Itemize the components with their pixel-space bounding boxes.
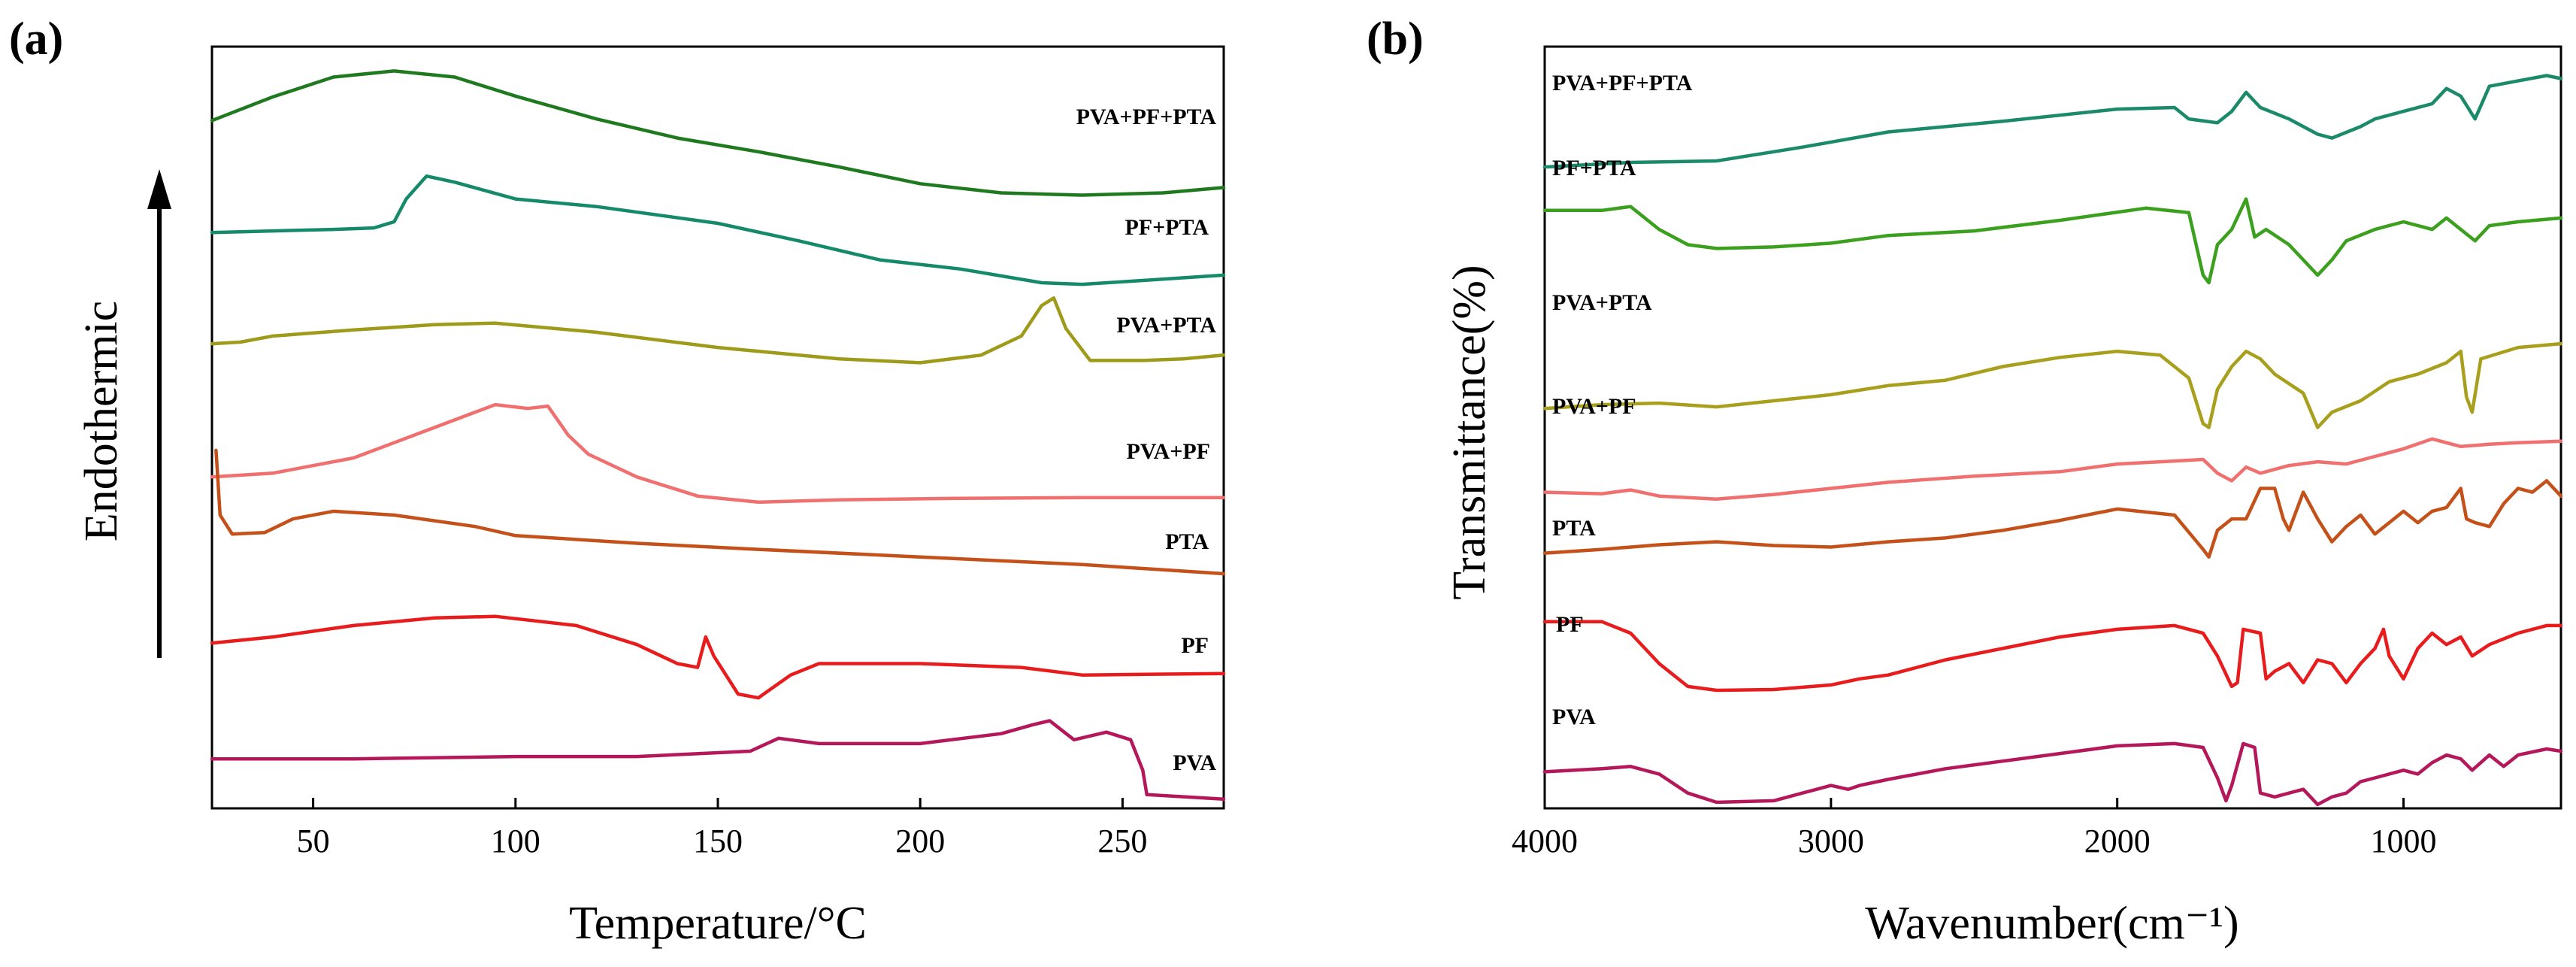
panel-a-x-tick-label: 100 bbox=[491, 823, 540, 859]
panel-a-label-pf-pta: PF+PTA bbox=[1125, 215, 1209, 240]
panel-a-x-tick-label: 150 bbox=[693, 823, 743, 859]
panel-a-x-tick-label: 200 bbox=[895, 823, 945, 859]
panel-a-x-ticks: 50 100 150 200 250 bbox=[297, 798, 1147, 859]
panel-a-series-pva-pf-pta bbox=[210, 69, 1226, 197]
panel-b-label-pf-pta: PF+PTA bbox=[1552, 156, 1636, 180]
panel-b-plot-frame bbox=[1543, 45, 2562, 810]
panel-a-series-pva-pta bbox=[210, 296, 1226, 365]
panel-a-x-tick-label: 250 bbox=[1097, 823, 1147, 859]
panel-b-label-pva-pf: PVA+PF bbox=[1552, 394, 1636, 419]
panel-b-series-pva bbox=[1542, 741, 2563, 807]
endothermic-arrow-head bbox=[147, 169, 171, 209]
panel-a-label-pva-pf-pta: PVA+PF+PTA bbox=[1076, 105, 1217, 129]
panel-b-label-pva-pta: PVA+PTA bbox=[1552, 290, 1652, 315]
panel-b-label-pta: PTA bbox=[1552, 516, 1596, 541]
panel-a-series-labels: PVA+PF+PTA PF+PTA PVA+PTA PVA+PF PTA PF PVA bbox=[1076, 105, 1217, 775]
panel-a-plot-frame bbox=[210, 45, 1225, 810]
panel-a-label-pva: PVA bbox=[1173, 750, 1216, 775]
panel-b-x-tick-label: 4000 bbox=[1512, 823, 1578, 859]
panel-b-x-axis-title: Wavenumber(cm⁻¹) bbox=[1865, 898, 2238, 949]
panel-a-series-pf-pta bbox=[210, 174, 1226, 286]
panel-b-label-pva-pf-pta: PVA+PF+PTA bbox=[1552, 71, 1693, 95]
panel-b-x-tick-label: 3000 bbox=[1798, 823, 1864, 859]
panel-a-label-pva-pta: PVA+PTA bbox=[1116, 313, 1216, 338]
panel-a-label-pf: PF bbox=[1181, 633, 1209, 658]
panel-b-series-pf bbox=[1542, 620, 2563, 693]
panel-b-x-tick-label: 1000 bbox=[2371, 823, 2437, 859]
panel-b-series-labels: PVA+PF+PTA PF+PTA PVA+PTA PVA+PF PTA PF PVA bbox=[1552, 71, 1693, 729]
panel-a-x-axis-title: Temperature/°C bbox=[569, 898, 867, 949]
panel-b-x-ticks: 4000 3000 2000 1000 bbox=[1512, 798, 2437, 859]
panel-b-series-pta bbox=[1542, 479, 2563, 559]
panel-b-label-pf: PF bbox=[1556, 612, 1584, 637]
panel-b-x-tick-label: 2000 bbox=[2084, 823, 2151, 859]
panel-a-series-pta bbox=[214, 448, 1226, 576]
panel-a-y-axis-title: Endothermic bbox=[76, 301, 127, 541]
panel-b-series-pva-pf-pta bbox=[1542, 74, 2563, 169]
panel-b-y-axis-title: Transmittance(%) bbox=[1444, 265, 1495, 599]
panel-b-series-pva-pta bbox=[1542, 341, 2563, 429]
panel-a-series-pf bbox=[210, 614, 1226, 700]
panel-b-series-pva-pf bbox=[1542, 437, 2563, 501]
panel-b-series-pf-pta bbox=[1542, 197, 2563, 285]
panel-b-series-group bbox=[1542, 74, 2563, 807]
panel-a-label: (a) bbox=[9, 14, 63, 65]
panel-b-label-pva: PVA bbox=[1552, 705, 1596, 729]
panel-b-ftir-chart: (b) PVA+PF+PTAPF+PTAPVA+PTAPVA+PFPTAPFPV… bbox=[1367, 14, 2563, 949]
panel-b-label: (b) bbox=[1367, 14, 1424, 65]
panel-a-series-group bbox=[210, 69, 1226, 802]
panel-a-label-pva-pf: PVA+PF bbox=[1126, 439, 1210, 464]
panel-a-series-pva bbox=[210, 719, 1226, 802]
panel-a-x-tick-label: 50 bbox=[297, 823, 330, 859]
panel-a-series-pva-pf bbox=[210, 402, 1226, 505]
panel-a-label-pta: PTA bbox=[1165, 529, 1209, 554]
panel-a-dsc-chart: (a) PVA+PF+PTAPF+PTAPVA+PTAPVA+PFPTAPFPV… bbox=[9, 14, 1226, 949]
